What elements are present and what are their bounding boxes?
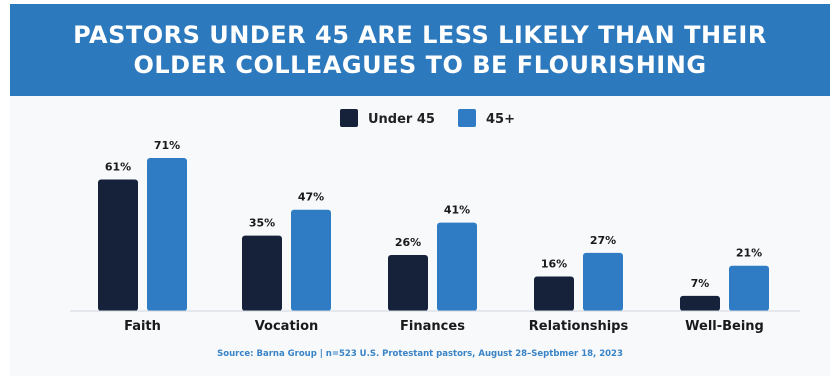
bar-vocation-under-45 [242, 235, 282, 311]
value-label-well-being-under-45: 7% [691, 277, 710, 290]
legend-label-45-plus: 45+ [486, 112, 515, 127]
category-labels: Faith Vocation Finances Relationships Well-B… [124, 319, 764, 334]
value-label-well-being-45-plus: 21% [736, 247, 762, 260]
bar-chart: Under 45 45+ 61% 71% 35% 47% 26% 41% 16% 27% 7% 21… [70, 109, 800, 359]
category-label-relationships: Relationships [529, 319, 629, 334]
bar-vocation-45-plus [291, 209, 331, 311]
chart-panel: Under 45 45+ 61% 71% 35% 47% 26% 41% 16% 27% 7% 21… [10, 96, 830, 376]
category-label-finances: Finances [400, 319, 465, 334]
value-label-vocation-under-45: 35% [249, 217, 275, 230]
legend-label-under-45: Under 45 [368, 112, 435, 127]
bar-finances-under-45 [388, 254, 428, 311]
bar-faith-under-45 [98, 179, 138, 311]
category-label-faith: Faith [124, 319, 161, 334]
value-label-faith-45-plus: 71% [154, 139, 180, 152]
bar-relationships-45-plus [583, 252, 623, 311]
legend: Under 45 45+ [340, 109, 515, 127]
category-label-well-being: Well-Being [685, 319, 764, 334]
chart-title-line-1: PASTORS UNDER 45 ARE LESS LIKELY THAN TH… [73, 21, 767, 49]
legend-swatch-under-45 [340, 109, 358, 127]
bars-group: 61% 71% 35% 47% 26% 41% 16% 27% 7% 21% [98, 139, 769, 311]
source-note: Source: Barna Group | n=523 U.S. Protest… [217, 349, 623, 359]
value-label-faith-under-45: 61% [105, 161, 131, 174]
bar-finances-45-plus [437, 222, 477, 311]
value-label-vocation-45-plus: 47% [298, 191, 324, 204]
bar-faith-45-plus [147, 158, 187, 311]
legend-swatch-45-plus [458, 109, 476, 127]
bar-well-being-45-plus [729, 265, 769, 311]
value-label-relationships-45-plus: 27% [590, 234, 616, 247]
value-label-finances-45-plus: 41% [444, 204, 470, 217]
value-label-finances-under-45: 26% [395, 236, 421, 249]
bar-relationships-under-45 [534, 276, 574, 311]
category-label-vocation: Vocation [255, 319, 319, 334]
chart-title-line-2: OLDER COLLEAGUES TO BE FLOURISHING [133, 51, 707, 79]
value-label-relationships-under-45: 16% [541, 258, 567, 271]
bar-well-being-under-45 [680, 295, 720, 311]
title-banner: PASTORS UNDER 45 ARE LESS LIKELY THAN TH… [10, 4, 830, 96]
